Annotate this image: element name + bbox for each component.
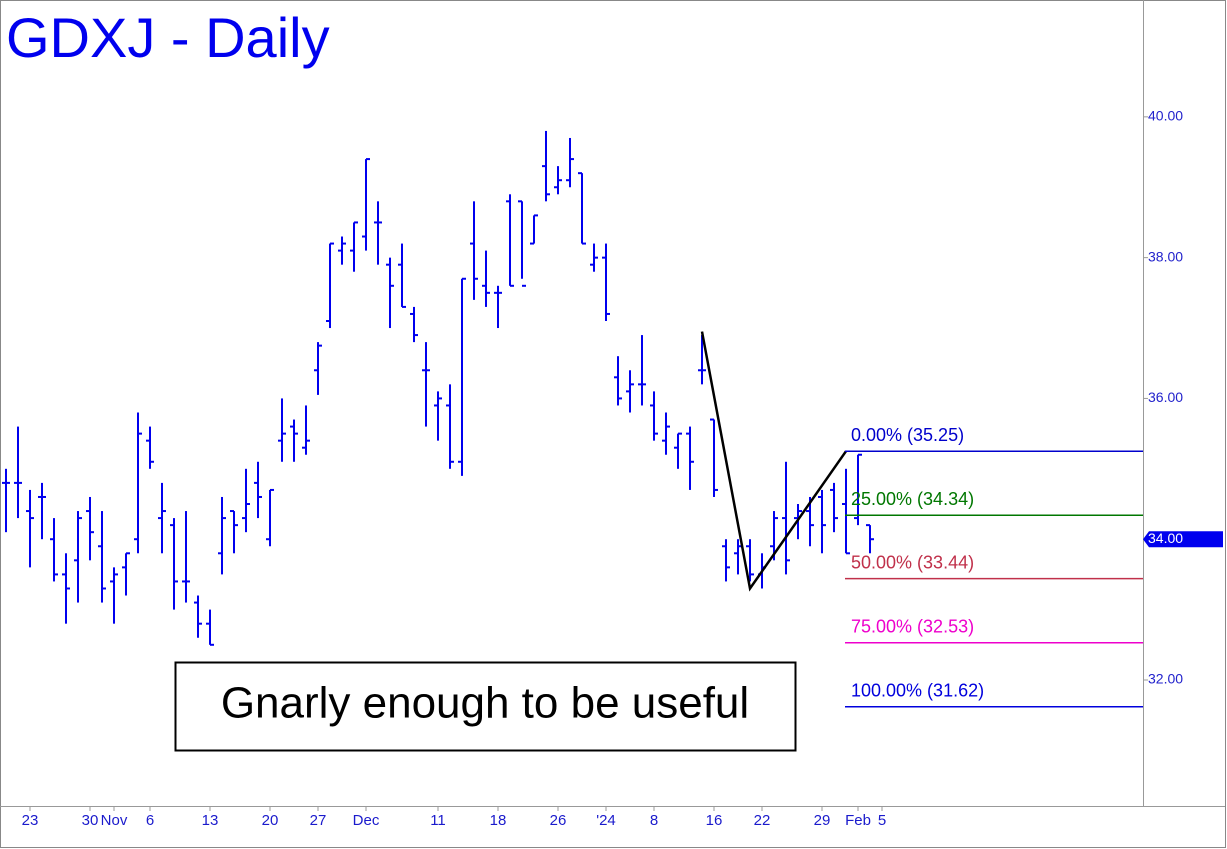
x-tick-label: 18 [490,812,507,829]
x-tick-label: 5 [878,812,886,829]
x-tick-label: 11 [430,812,446,829]
x-tick-label: 23 [22,812,39,829]
x-tick-label: 29 [814,812,831,829]
x-tick-label: 20 [262,812,279,829]
x-tick-label: 27 [310,812,327,829]
fib-label: 75.00% (32.53) [851,616,974,636]
x-tick-label: 6 [146,812,154,829]
annotation: Gnarly enough to be useful [221,679,749,728]
y-tick-label: 32.00 [1148,671,1183,687]
fib-label: 50.00% (33.44) [851,552,974,572]
fib-label: 100.00% (31.62) [851,680,984,700]
y-tick-label: 38.00 [1148,248,1183,264]
x-tick-label: 26 [550,812,567,829]
y-tick-label: 36.00 [1148,389,1183,405]
x-tick-label: 8 [650,812,658,829]
last-price-label: 34.00 [1148,530,1183,546]
x-tick-label: '24 [596,812,616,829]
x-tick-label: Nov [101,812,128,829]
fib-label: 25.00% (34.34) [851,489,974,509]
pattern-line [700,331,848,592]
x-tick-label: 30 [82,812,99,829]
x-tick-label: Feb [845,812,871,829]
fib-label: 0.00% (35.25) [851,425,964,445]
last-price-flag [1143,531,1223,548]
x-tick-label: Dec [353,812,380,829]
chart-title: GDXJ - Daily [6,6,330,69]
annotation-box [174,661,797,752]
x-tick-label: 16 [706,812,723,829]
y-tick-label: 40.00 [1148,108,1183,124]
x-tick-label: 22 [754,812,771,829]
x-tick-label: 13 [202,812,219,829]
